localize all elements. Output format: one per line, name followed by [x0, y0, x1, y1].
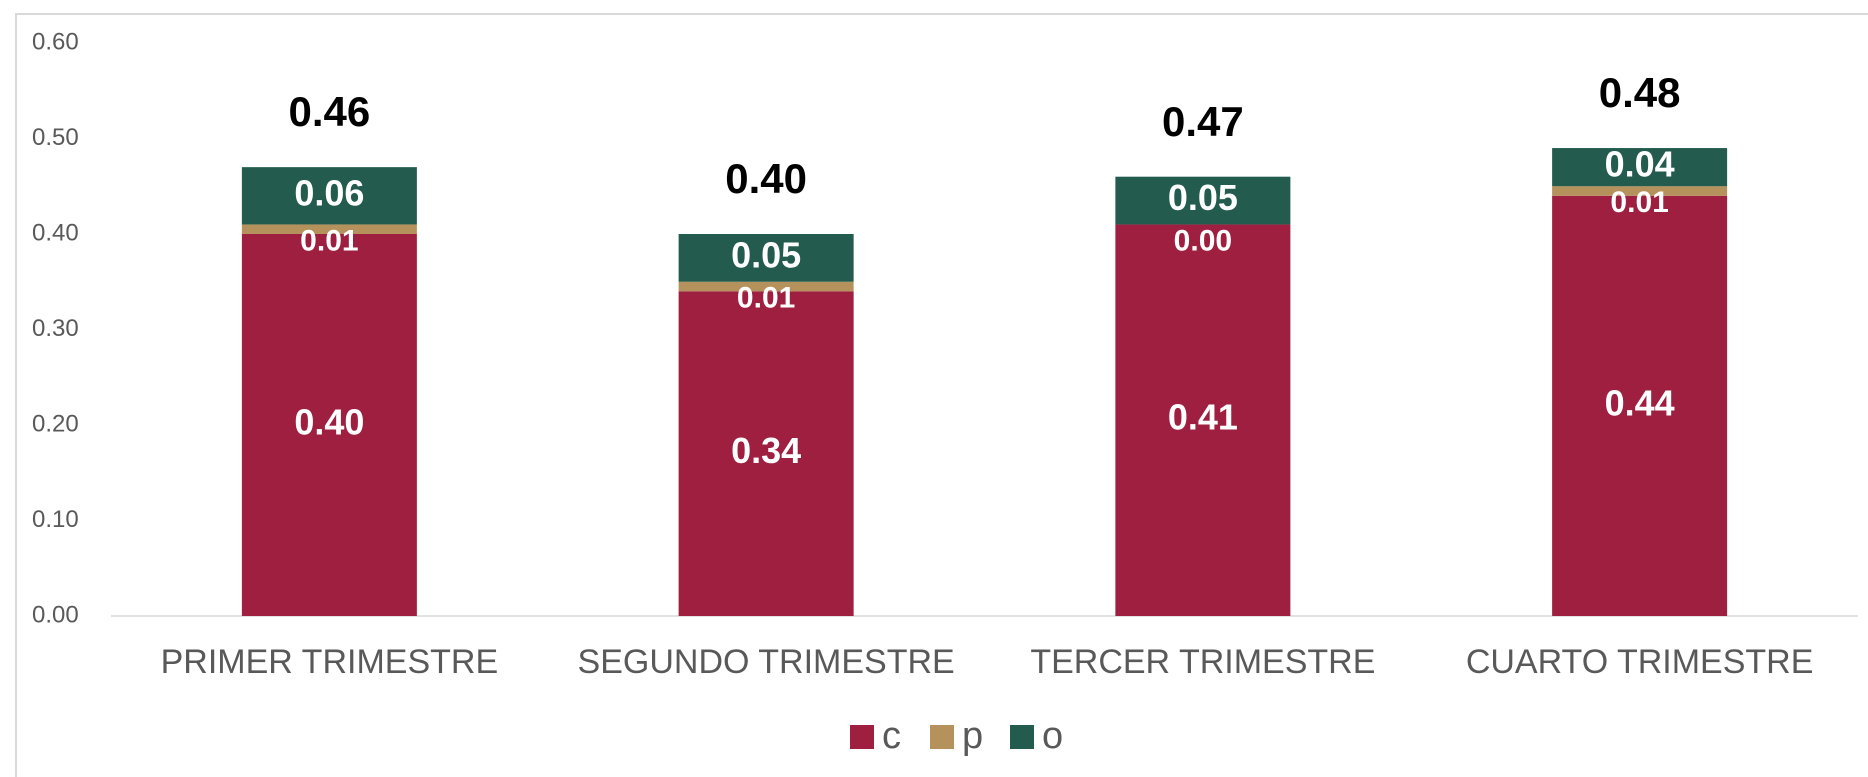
data-label: 0.34 [731, 430, 801, 471]
legend-swatch [930, 725, 954, 749]
bar-segment [1552, 186, 1728, 196]
legend-label: p [962, 715, 983, 757]
data-label: 0.04 [1605, 144, 1675, 185]
legend-swatch [850, 725, 874, 749]
legend-swatch [1010, 725, 1034, 749]
total-label: 0.48 [1599, 69, 1681, 116]
bar-segment [1115, 176, 1291, 225]
bar-segment [1115, 224, 1291, 616]
total-label: 0.46 [289, 88, 371, 135]
total-label: 0.40 [725, 155, 807, 202]
x-tick-label: SEGUNDO TRIMESTRE [578, 643, 955, 681]
data-label: 0.01 [1610, 186, 1668, 219]
data-label: 0.06 [294, 172, 364, 213]
y-tick-label: 0.50 [32, 124, 79, 151]
bar-segment [1552, 195, 1728, 617]
y-tick-label: 0.10 [32, 506, 79, 533]
total-label: 0.47 [1162, 98, 1244, 145]
data-label: 0.05 [1168, 177, 1238, 218]
y-tick-label: 0.30 [32, 315, 79, 342]
bar-segment [678, 281, 854, 292]
y-tick-label: 0.20 [32, 410, 79, 437]
data-label: 0.00 [1174, 224, 1232, 257]
data-label: 0.40 [294, 402, 364, 443]
legend-label: o [1042, 715, 1063, 757]
bar-segment [678, 234, 854, 282]
data-label: 0.01 [300, 224, 358, 257]
data-label: 0.01 [737, 282, 795, 315]
x-tick-label: PRIMER TRIMESTRE [161, 643, 499, 681]
y-tick-label: 0.00 [32, 601, 79, 628]
bar-segment [678, 291, 854, 616]
bar-segment [241, 167, 417, 225]
legend-label: c [882, 715, 901, 757]
data-label: 0.05 [731, 234, 801, 275]
x-tick-label: TERCER TRIMESTRE [1030, 643, 1375, 681]
x-tick-label: CUARTO TRIMESTRE [1466, 643, 1814, 681]
bar-segment [241, 224, 417, 234]
data-label: 0.41 [1168, 397, 1238, 438]
y-tick-label: 0.40 [32, 219, 79, 246]
chart-frame [15, 13, 1868, 777]
data-label: 0.44 [1605, 382, 1675, 423]
bar-segment [241, 234, 417, 616]
bar-segment [1552, 148, 1728, 187]
y-tick-label: 0.60 [32, 28, 79, 55]
